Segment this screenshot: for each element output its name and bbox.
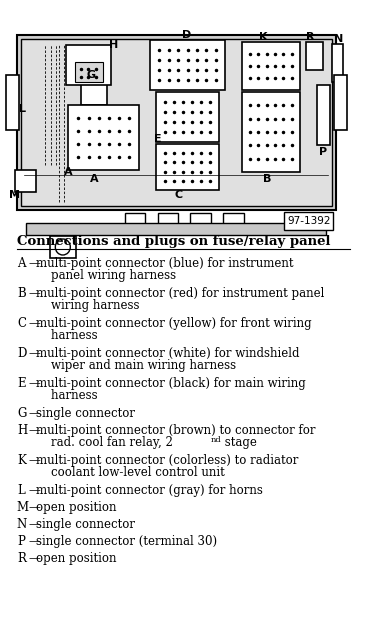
Text: —: — — [28, 535, 40, 548]
Bar — [21, 39, 332, 206]
Bar — [5, 75, 19, 130]
Text: H: H — [109, 40, 118, 50]
Text: —: — — [28, 317, 40, 330]
Text: open position: open position — [36, 501, 116, 514]
Text: open position: open position — [36, 552, 116, 565]
Text: N: N — [17, 518, 27, 531]
Text: R: R — [306, 32, 314, 42]
Text: R: R — [17, 552, 26, 565]
Bar — [17, 35, 335, 210]
Text: multi-point connector (colorless) to radiator: multi-point connector (colorless) to rad… — [36, 454, 298, 467]
Text: —: — — [28, 501, 40, 514]
Text: L: L — [19, 104, 26, 114]
Text: P: P — [319, 147, 327, 157]
Text: K: K — [17, 454, 26, 467]
Text: wiper and main wiring harness: wiper and main wiring harness — [36, 359, 236, 372]
Text: E: E — [17, 377, 25, 390]
Text: Connections and plugs on fuse/relay panel: Connections and plugs on fuse/relay pane… — [17, 235, 330, 248]
Text: multi-point connector (black) for main wiring: multi-point connector (black) for main w… — [36, 377, 305, 390]
Bar — [81, 79, 107, 105]
Text: —: — — [28, 518, 40, 531]
Bar — [190, 213, 211, 225]
Text: —: — — [28, 287, 40, 300]
Text: C: C — [17, 317, 26, 330]
Text: —: — — [28, 454, 40, 467]
Text: multi-point connector (yellow) for front wiring: multi-point connector (yellow) for front… — [36, 317, 311, 330]
Text: B: B — [262, 174, 271, 184]
Text: H: H — [17, 424, 27, 437]
Text: M: M — [17, 501, 29, 514]
Bar — [26, 223, 326, 235]
Text: —: — — [28, 407, 40, 420]
Text: stage: stage — [221, 436, 256, 449]
Bar — [317, 85, 330, 145]
Bar — [223, 213, 244, 225]
Text: wiring harness: wiring harness — [36, 299, 139, 312]
Bar — [242, 42, 300, 90]
Text: D: D — [17, 347, 26, 360]
Text: multi-point connector (gray) for horns: multi-point connector (gray) for horns — [36, 484, 262, 497]
Bar — [66, 45, 111, 85]
Text: N: N — [334, 34, 343, 44]
Text: panel wiring harness: panel wiring harness — [36, 269, 176, 282]
Text: —: — — [28, 484, 40, 497]
Text: G: G — [17, 407, 26, 420]
Text: D: D — [182, 30, 191, 40]
Text: single connector: single connector — [36, 407, 135, 420]
Text: nd: nd — [211, 436, 222, 444]
Text: A: A — [17, 257, 25, 270]
Text: coolant low-level control unit: coolant low-level control unit — [36, 466, 224, 479]
Bar — [332, 44, 343, 82]
Text: multi-point connector (blue) for instrument: multi-point connector (blue) for instrum… — [36, 257, 293, 270]
Text: M: M — [9, 190, 20, 200]
Text: P: P — [17, 535, 25, 548]
Text: G: G — [86, 70, 95, 80]
Bar — [334, 75, 347, 130]
Text: 97-1392: 97-1392 — [287, 216, 330, 226]
Text: E: E — [154, 134, 161, 144]
Text: harness: harness — [36, 389, 97, 402]
Bar — [158, 213, 178, 225]
Text: —: — — [28, 424, 40, 437]
Bar — [242, 92, 300, 172]
Bar — [75, 62, 103, 82]
Text: B: B — [17, 287, 26, 300]
Bar — [15, 170, 36, 192]
Text: harness: harness — [36, 329, 97, 342]
Text: L: L — [17, 484, 25, 497]
Text: —: — — [28, 552, 40, 565]
Text: A: A — [90, 174, 99, 184]
Bar — [50, 236, 76, 258]
Text: A: A — [64, 167, 72, 177]
Text: multi-point connector (red) for instrument panel: multi-point connector (red) for instrume… — [36, 287, 324, 300]
Bar — [125, 213, 145, 225]
Text: —: — — [28, 377, 40, 390]
Text: multi-point connector (white) for windshield: multi-point connector (white) for windsh… — [36, 347, 299, 360]
Text: C: C — [174, 190, 183, 200]
Text: single connector (terminal 30): single connector (terminal 30) — [36, 535, 217, 548]
Text: K: K — [259, 32, 267, 42]
Text: —: — — [28, 347, 40, 360]
Text: rad. cool fan relay, 2: rad. cool fan relay, 2 — [36, 436, 172, 449]
Bar — [156, 92, 219, 142]
Text: —: — — [28, 257, 40, 270]
Text: multi-point connector (brown) to connector for: multi-point connector (brown) to connect… — [36, 424, 315, 437]
Bar — [284, 212, 333, 230]
Bar — [150, 40, 225, 90]
Bar — [156, 144, 219, 190]
Circle shape — [55, 239, 70, 255]
Bar — [68, 105, 139, 170]
Text: single connector: single connector — [36, 518, 135, 531]
Bar — [306, 42, 323, 70]
